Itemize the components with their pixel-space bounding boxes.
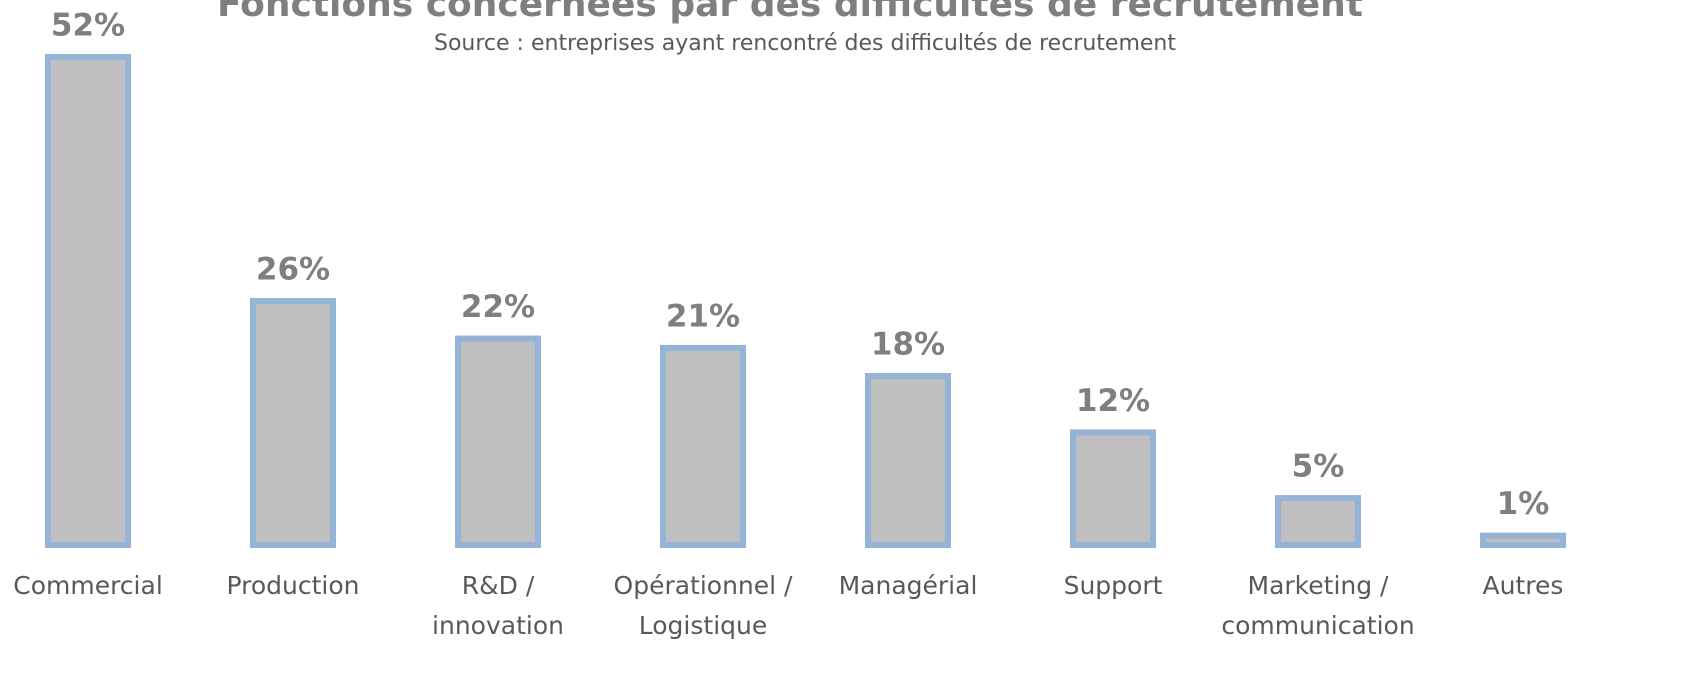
- bar: [1275, 495, 1361, 549]
- data-label: 52%: [51, 8, 125, 44]
- data-label: 26%: [256, 252, 330, 288]
- data-label: 12%: [1076, 383, 1150, 419]
- x-tick-label: Autres: [1482, 571, 1564, 600]
- x-tick-label: Production: [226, 571, 360, 600]
- bar: [1070, 429, 1156, 548]
- chart-subtitle: Source : entreprises ayant rencontré des…: [434, 31, 1176, 56]
- data-label: 1%: [1497, 486, 1550, 522]
- x-tick-label: Commercial: [13, 571, 163, 600]
- x-tick-label: Opérationnel / Logistique: [613, 571, 793, 640]
- data-label: 5%: [1292, 449, 1345, 485]
- bar: [865, 373, 951, 549]
- data-label: 18%: [871, 327, 945, 363]
- bar: [250, 298, 336, 548]
- x-tick-label: Managérial: [838, 571, 978, 600]
- bar: [1480, 532, 1566, 548]
- data-label: 22%: [461, 289, 535, 325]
- bar: [660, 344, 746, 548]
- bar: [45, 54, 131, 548]
- data-label: 21%: [666, 298, 740, 334]
- x-tick-label: Support: [1063, 571, 1163, 600]
- chart-title: Fonctions concernées par des difficultés…: [217, 0, 1363, 25]
- bar: [455, 335, 541, 548]
- x-tick-label: Marketing / communication: [1221, 571, 1415, 640]
- x-tick-label: R&D / innovation: [432, 571, 564, 640]
